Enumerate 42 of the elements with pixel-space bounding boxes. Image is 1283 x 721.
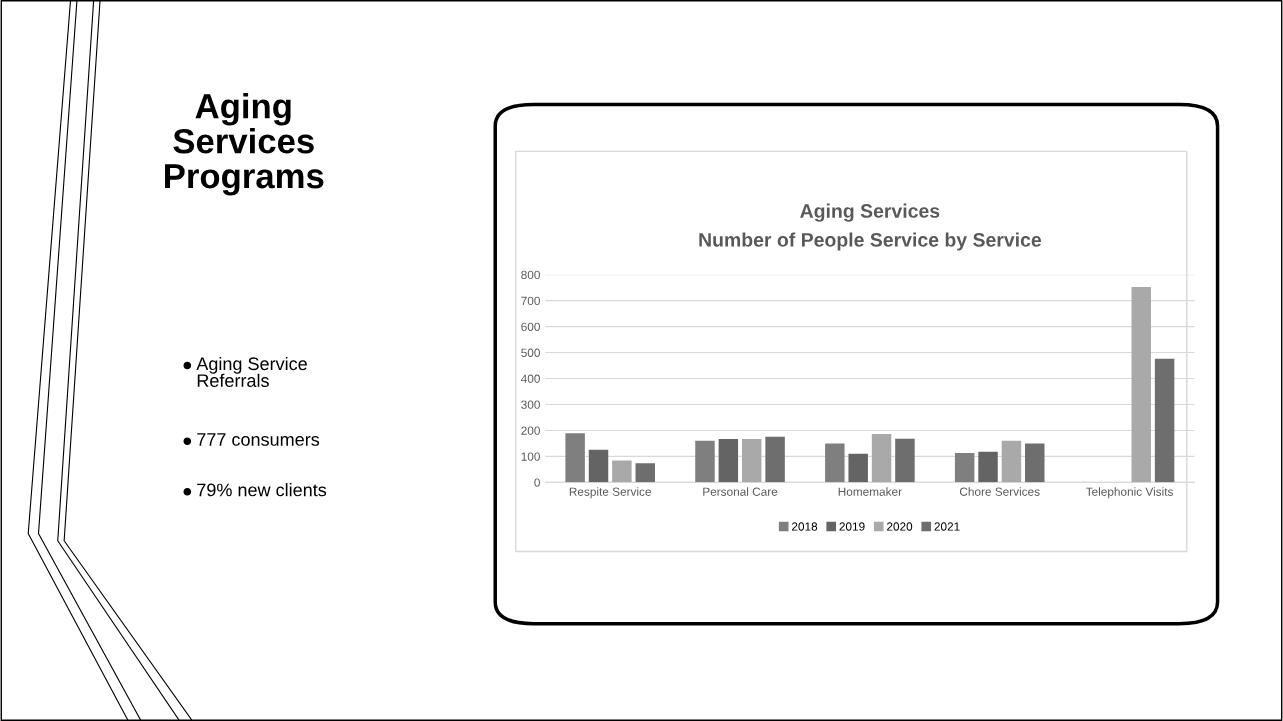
legend-label: 2019 bbox=[839, 522, 865, 531]
bar bbox=[718, 439, 739, 483]
legend-label: 2018 bbox=[791, 522, 818, 531]
y-tick-label: 800 bbox=[521, 270, 540, 280]
bar bbox=[695, 440, 715, 483]
bar bbox=[895, 438, 915, 483]
bar bbox=[1025, 443, 1045, 483]
bar bbox=[565, 433, 585, 483]
y-tick-label: 700 bbox=[521, 296, 540, 306]
bar bbox=[1131, 286, 1151, 483]
legend-label: 2020 bbox=[887, 522, 913, 531]
bar bbox=[871, 434, 892, 483]
text: Aging Services Programs bbox=[165, 92, 324, 196]
y-tick-label: 400 bbox=[520, 374, 540, 383]
y-tick-label: 500 bbox=[521, 348, 540, 357]
bar bbox=[954, 453, 975, 483]
x-tick-label: Telephonic Visits bbox=[1085, 487, 1173, 499]
x-tick-label: Personal Care bbox=[703, 487, 778, 496]
legend-label: 2021 bbox=[934, 522, 960, 531]
bar bbox=[741, 439, 762, 483]
y-tick-label: 200 bbox=[521, 426, 540, 435]
chart-title: Aging Services bbox=[800, 203, 940, 222]
y-tick-label: 600 bbox=[521, 322, 540, 332]
bar bbox=[1001, 440, 1022, 483]
x-tick-label: Respite Service bbox=[569, 487, 652, 499]
chart-subtitle: Number of People Service by Service bbox=[699, 232, 1042, 251]
bar bbox=[765, 436, 785, 483]
bar bbox=[635, 463, 655, 483]
bar bbox=[848, 453, 868, 483]
text: 79% new clients bbox=[197, 483, 327, 497]
bar bbox=[978, 451, 998, 483]
bar bbox=[825, 443, 845, 483]
bar bbox=[612, 460, 632, 483]
bar bbox=[588, 449, 609, 483]
text: 777 consumers bbox=[197, 433, 320, 446]
y-tick-label: 100 bbox=[521, 452, 540, 461]
x-tick-label: Chore Services bbox=[959, 487, 1040, 496]
x-tick-label: Homemaker bbox=[838, 487, 902, 496]
y-tick-label: 300 bbox=[521, 400, 540, 409]
bar bbox=[1154, 358, 1175, 483]
y-tick-label: 0 bbox=[534, 478, 540, 487]
text: Aging Service Referrals bbox=[196, 356, 307, 387]
